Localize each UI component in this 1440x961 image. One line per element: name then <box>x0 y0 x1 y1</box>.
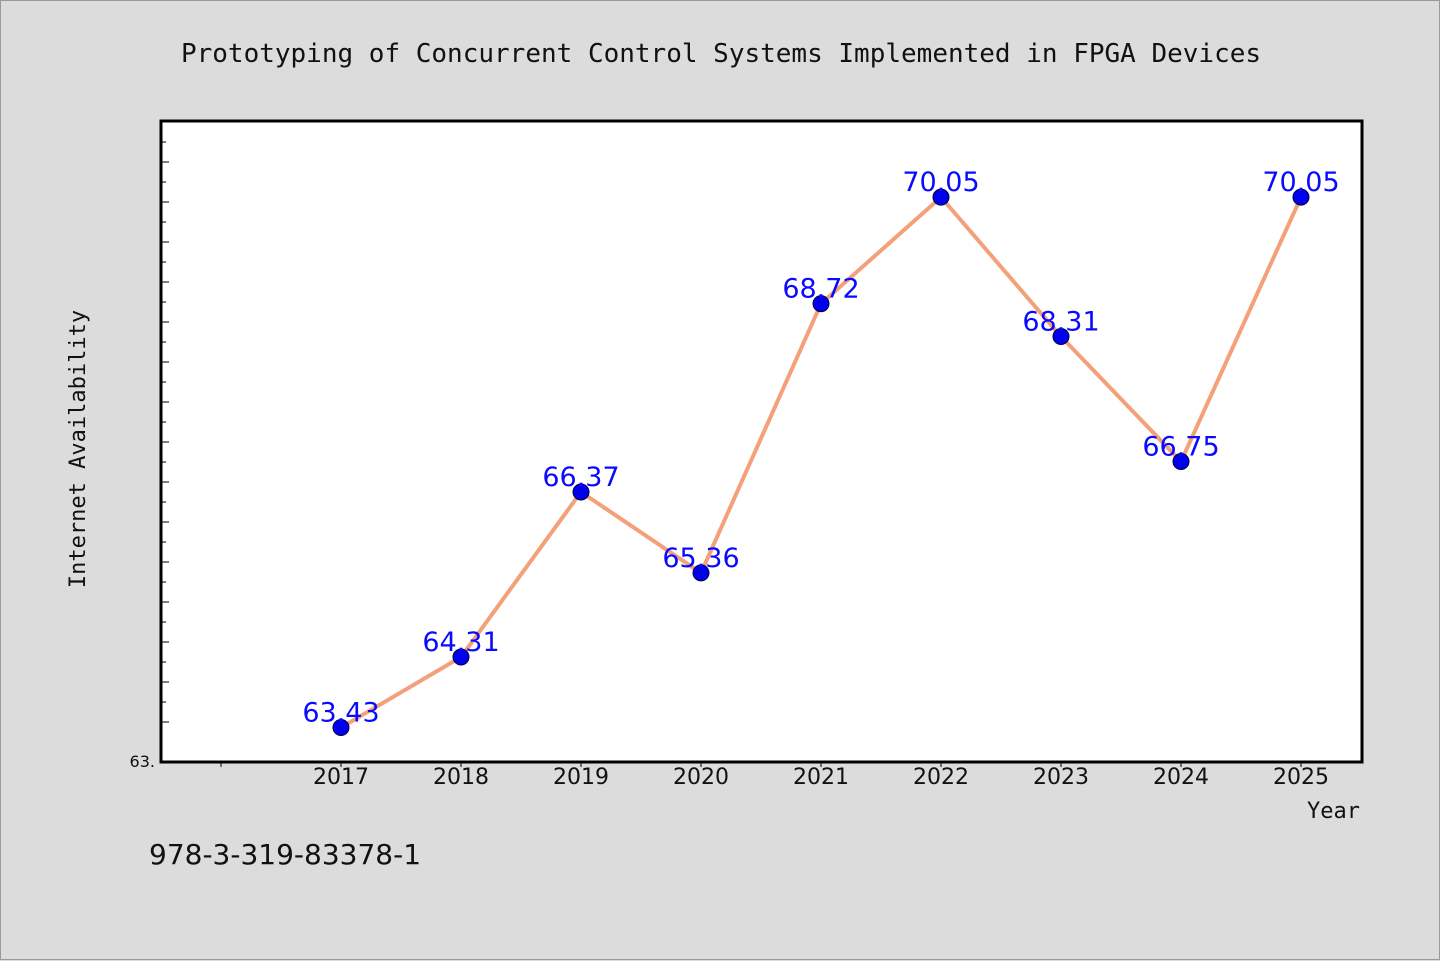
footnote-text: 978-3-319-83378-1 <box>149 838 421 871</box>
data-label: 70.05 <box>1262 167 1339 198</box>
data-point <box>1292 188 1310 206</box>
x-tick-label: 2018 <box>433 765 489 790</box>
data-point <box>932 188 950 206</box>
x-tick-label: 2022 <box>913 765 969 790</box>
data-label: 66.75 <box>1142 432 1219 463</box>
data-point <box>332 719 350 737</box>
y-axis-title: Internet Availability <box>66 310 91 588</box>
data-point <box>692 564 710 582</box>
x-tick-label: 2020 <box>673 765 729 790</box>
data-point <box>812 295 830 313</box>
x-tick-label: 2023 <box>1033 765 1089 790</box>
x-tick-label: 2024 <box>1153 765 1209 790</box>
series-layer <box>332 188 1310 737</box>
x-axis-ticks <box>220 762 1302 767</box>
data-point <box>572 483 590 501</box>
y-tick-label: 63. <box>130 752 155 771</box>
data-point <box>1172 453 1190 471</box>
x-axis-title: Year <box>1307 799 1360 824</box>
data-label: 63.43 <box>302 698 379 729</box>
x-tick-label: 2019 <box>553 765 609 790</box>
data-label: 64.31 <box>422 627 499 658</box>
data-label: 65.36 <box>662 543 739 574</box>
data-label: 68.72 <box>782 274 859 305</box>
data-point <box>1052 328 1070 346</box>
data-labels: 63.43 64.31 66.37 65.36 68.72 70.05 68.31 66.75… <box>302 167 1339 728</box>
x-axis-tick-labels: 2017 2018 2019 2020 2021 2022 2023 2024 2025 <box>313 765 1329 790</box>
y-axis-ticks <box>161 121 169 723</box>
x-tick-label: 2025 <box>1273 765 1329 790</box>
data-point <box>452 648 470 666</box>
data-label: 68.31 <box>1022 307 1099 338</box>
chart-title: Prototyping of Concurrent Control System… <box>181 39 1261 69</box>
data-label: 66.37 <box>542 462 619 493</box>
data-label: 70.05 <box>902 167 979 198</box>
x-tick-label: 2017 <box>313 765 369 790</box>
x-tick-label: 2021 <box>793 765 849 790</box>
